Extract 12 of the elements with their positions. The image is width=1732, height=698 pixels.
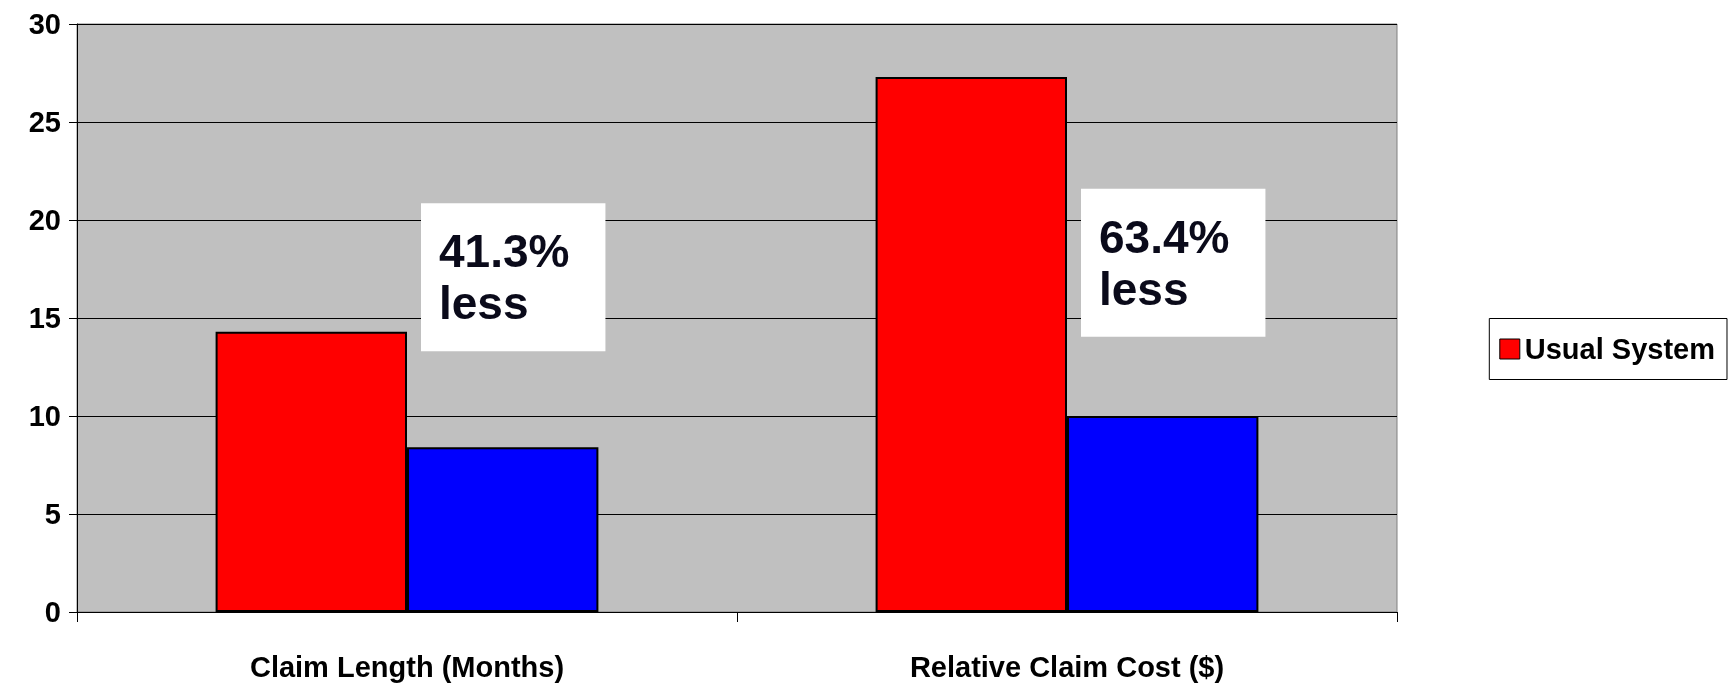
y-tick-label: 5 [44,498,61,530]
x-tick-label: Claim Length (Months) [249,650,565,683]
y-tick-label: 15 [28,302,61,334]
x-tick-label: Relative Claim Cost ($) [909,650,1225,683]
y-tick-label: 25 [28,106,61,138]
annotation: 41.3% less [439,225,570,330]
legend-label: Usual System [1524,333,1715,365]
y-tick-label: 20 [28,204,61,236]
annotation: 63.4% less [1099,210,1230,315]
y-tick-label: 30 [28,8,61,40]
y-tick-label: 10 [28,400,61,432]
y-tick-label: 0 [44,596,61,628]
